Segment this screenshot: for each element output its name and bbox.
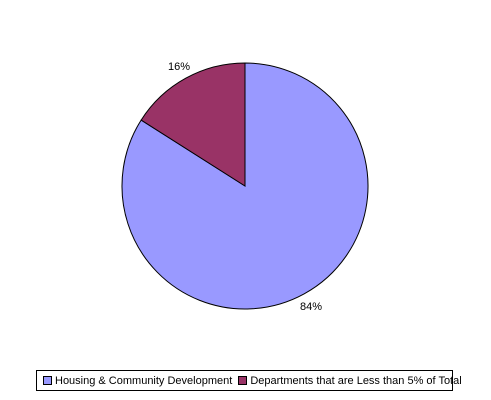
pie-slice-other-departments [140,62,246,187]
legend-swatch-housing [43,376,52,385]
pie-slices [121,62,369,310]
legend-label-other-departments: Departments that are Less than 5% of Tot… [250,374,462,387]
chart-legend: Housing & Community Development Departme… [36,370,462,391]
pie-labels: 84% 16% [168,61,322,313]
legend-label-housing: Housing & Community Development [55,374,233,387]
pie-label-housing: 84% [300,301,322,313]
legend-swatch-other-departments [238,376,248,385]
legend-item-housing: Housing & Community Development [43,375,232,387]
pie-label-other-departments: 16% [168,61,190,73]
legend-item-other-departments: Departments that are Less than 5% of Tot… [238,374,462,387]
